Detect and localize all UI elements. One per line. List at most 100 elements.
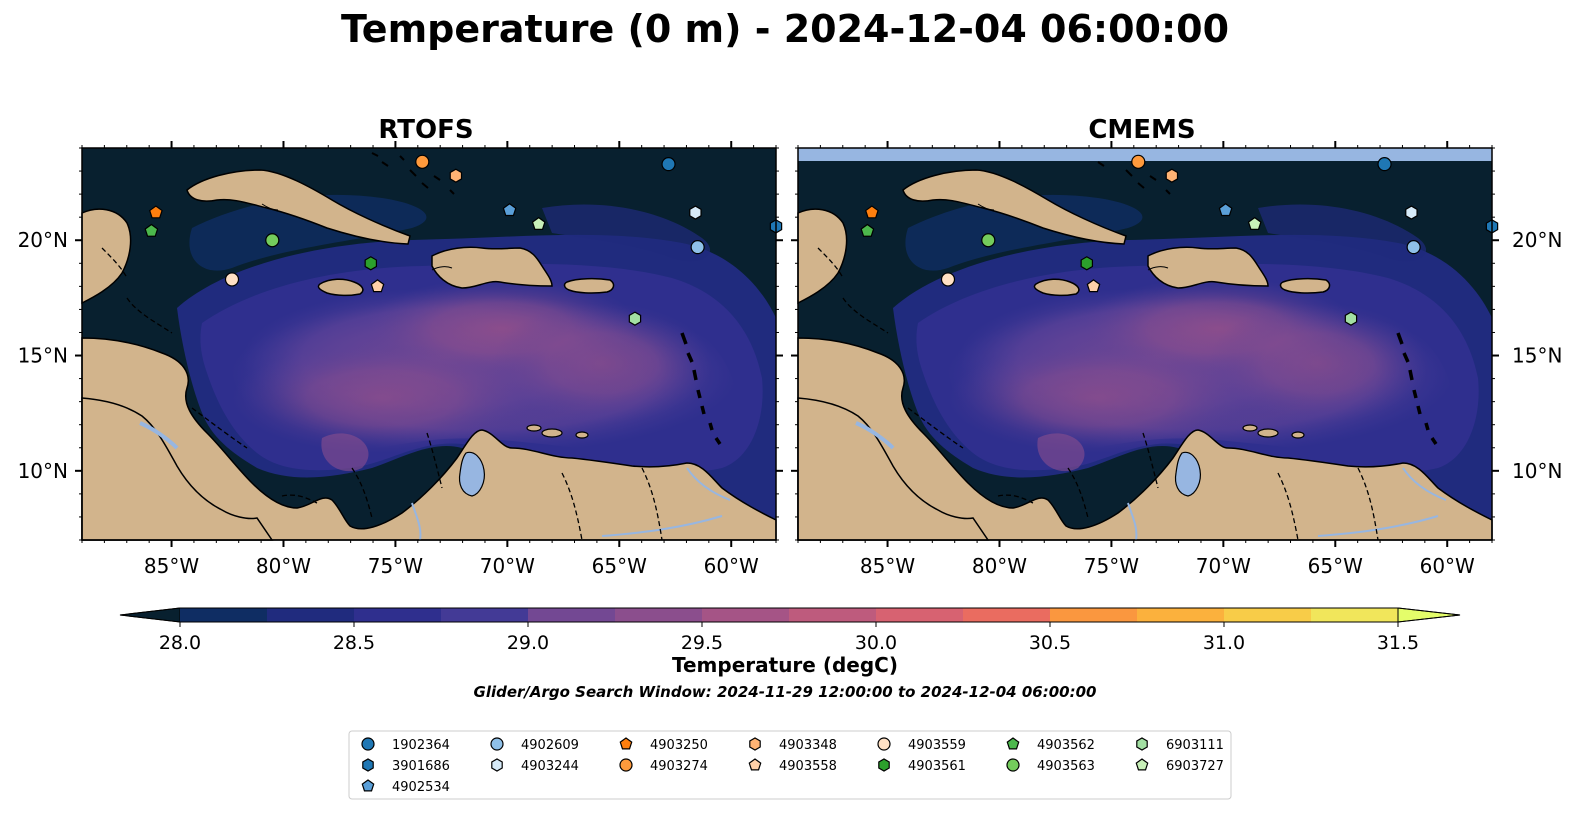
legend-label: 4902534 [392,780,450,795]
colorbar-tick-label: 28.5 [333,632,375,654]
legend-marker-4903563 [1006,758,1020,772]
x-tick-label: 80°W [256,554,311,578]
x-tick-label: 85°W [860,554,915,578]
colorbar-tick-label: 30.5 [1029,632,1071,654]
legend-marker-4903561 [878,758,890,772]
colorbar-bin [1137,608,1225,622]
legend-label: 4903348 [779,738,837,753]
legend-item: 4903559 [877,737,966,753]
colorbar-tick-label: 31.0 [1203,632,1245,654]
float-markers-cmems [860,154,1499,326]
legend-marker-4903348 [749,737,761,751]
legend-label: 4903559 [908,738,966,753]
map-axes: 85°W 80°W 75°W 70°W 65°W 60°W 85°W 80°W 75°W 70°W… [18,141,1562,578]
colorbar-bin [963,608,1051,622]
legend-marker-4903558 [748,758,762,771]
float-marker-4903348 [1165,168,1179,183]
colorbar-bin [702,608,790,622]
colorbar-tick-label: 28.0 [159,632,201,654]
legend-item: 4902609 [490,737,579,753]
float-marker-4903561 [364,256,378,271]
legend-label: 4903274 [650,759,708,774]
colorbar-bin [876,608,964,622]
colorbar-tick-label: 30.0 [855,632,897,654]
figure-title: Temperature (0 m) - 2024-12-04 06:00:00 [341,7,1229,51]
missing-data-band [798,148,1492,161]
x-tick-label: 75°W [368,554,423,578]
legend-label: 4903562 [1037,738,1095,753]
float-marker-4902609 [690,240,705,255]
y-tick-label-right: 10°N [1512,459,1562,483]
float-marker-4903244 [689,205,702,220]
legend-item: 4903250 [619,737,708,753]
float-marker-4902534 [1218,203,1233,217]
float-marker-4903274 [1131,154,1146,169]
float-marker-4903562 [144,223,159,237]
legend-marker-4903244 [491,758,503,772]
x-tick-label: 80°W [972,554,1027,578]
colorbar-label: Temperature (degC) [672,653,898,677]
y-tick-label-left: 15°N [18,344,68,368]
legend-marker-1902364 [361,737,375,751]
legend-label: 4903558 [779,759,837,774]
float-marker-4903558 [1086,279,1101,293]
panel-title-rtofs: RTOFS [378,115,473,145]
x-tick-label: 85°W [144,554,199,578]
colorbar-bin [354,608,442,622]
legend-label: 1902364 [392,738,450,753]
colorbar-tick-label: 29.5 [681,632,723,654]
float-marker-4903562 [860,223,875,237]
float-marker-4903274 [415,154,430,169]
x-tick-label: 60°W [1420,554,1475,578]
colorbar-extend-low [119,607,181,623]
float-markers-rtofs [144,154,783,326]
legend-marker-4902609 [490,737,504,751]
x-tick-label: 70°W [480,554,535,578]
legend-label: 4903561 [908,759,966,774]
legend-label: 4903250 [650,738,708,753]
colorbar-bin [441,608,529,622]
y-tick-label-right: 20°N [1512,228,1562,252]
legend-marker-4902534 [361,779,375,792]
colorbar-bin [267,608,355,622]
float-marker-4903563 [981,233,996,248]
legend-label: 3901686 [392,759,450,774]
colorbar-bin [180,608,268,622]
legend-item: 6903111 [1136,737,1224,753]
x-tick-label: 75°W [1084,554,1139,578]
float-marker-4902534 [502,203,517,217]
x-tick-label: 60°W [704,554,759,578]
float-marker-4902609 [1406,240,1421,255]
colorbar-bin [1050,608,1138,622]
legend-item: 6903727 [1135,758,1224,774]
float-marker-6903111 [628,311,642,326]
colorbar-bin [1311,608,1399,622]
legend-label: 6903727 [1166,759,1224,774]
legend-item: 4903563 [1006,758,1095,774]
colorbar-extend-high [1397,607,1461,623]
float-marker-4903244 [1405,205,1418,220]
legend-marker-4903250 [619,737,633,750]
legend-marker-4903559 [877,737,891,751]
colorbar-bin [528,608,616,622]
float-marker-1902364 [1377,157,1392,172]
float-marker-4903558 [370,279,385,293]
float-marker-4903559 [940,272,956,287]
legend-label: 6903111 [1166,738,1224,753]
y-tick-label-right: 15°N [1512,344,1562,368]
legend-item: 4903348 [749,737,837,753]
legend-item: 4903244 [491,758,579,774]
colorbar-bin [789,608,877,622]
colorbar-bin [615,608,703,622]
legend-item: 4903562 [1006,737,1095,753]
legend-marker-6903111 [1136,737,1148,751]
float-legend: 1902364 3901686 4902534 4902609 4903244 49032… [348,730,1232,800]
legend-marker-4903562 [1006,737,1020,750]
legend-item: 4903558 [748,758,837,774]
legend-item: 4902534 [361,779,450,795]
legend-marker-6903727 [1135,758,1149,771]
float-marker-4903561 [1080,256,1094,271]
x-tick-label: 65°W [1308,554,1363,578]
y-tick-label-left: 20°N [18,228,68,252]
